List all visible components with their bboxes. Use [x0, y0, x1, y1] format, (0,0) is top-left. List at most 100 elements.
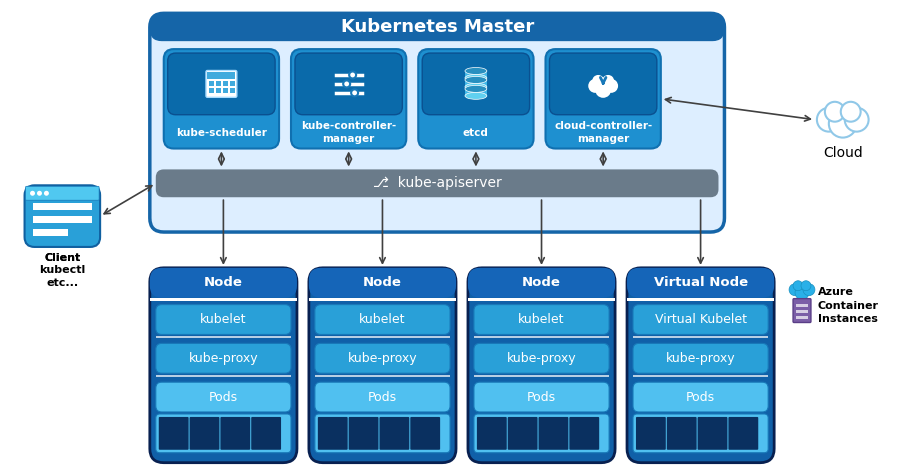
Circle shape [344, 80, 350, 88]
FancyBboxPatch shape [349, 417, 379, 450]
FancyBboxPatch shape [190, 417, 219, 450]
FancyBboxPatch shape [793, 298, 811, 323]
Ellipse shape [465, 77, 487, 83]
Circle shape [817, 108, 841, 132]
FancyBboxPatch shape [667, 417, 696, 450]
Bar [796, 304, 808, 307]
Bar [627, 298, 775, 301]
Ellipse shape [465, 74, 487, 81]
FancyBboxPatch shape [545, 49, 661, 149]
FancyBboxPatch shape [291, 49, 406, 149]
Bar [465, 71, 487, 78]
Text: cloud-controller-
manager: cloud-controller- manager [554, 121, 652, 144]
Text: Client: Client [44, 253, 80, 263]
FancyBboxPatch shape [474, 343, 609, 373]
Text: Virtual Kubelet: Virtual Kubelet [655, 313, 747, 326]
Bar [209, 81, 215, 86]
FancyBboxPatch shape [477, 417, 507, 450]
FancyBboxPatch shape [539, 417, 568, 450]
Circle shape [803, 284, 815, 296]
FancyBboxPatch shape [422, 53, 530, 115]
Text: kube-scheduler: kube-scheduler [176, 128, 267, 138]
Circle shape [841, 102, 860, 122]
Bar [224, 81, 228, 86]
FancyBboxPatch shape [150, 268, 297, 298]
Bar [216, 88, 221, 93]
FancyBboxPatch shape [158, 417, 189, 450]
FancyBboxPatch shape [156, 343, 291, 373]
Bar [207, 72, 236, 79]
FancyBboxPatch shape [150, 13, 725, 232]
Circle shape [845, 108, 869, 132]
Circle shape [825, 102, 845, 122]
Circle shape [592, 75, 604, 87]
Bar [32, 216, 92, 223]
FancyBboxPatch shape [156, 414, 291, 453]
FancyBboxPatch shape [468, 268, 615, 298]
Text: kube-proxy: kube-proxy [347, 352, 417, 365]
Text: Pods: Pods [209, 391, 238, 404]
Text: Node: Node [522, 276, 561, 289]
Bar [633, 375, 768, 377]
FancyBboxPatch shape [474, 414, 609, 453]
Text: Cloud: Cloud [822, 146, 863, 159]
Text: ⎇  kube-apiserver: ⎇ kube-apiserver [373, 176, 502, 190]
FancyBboxPatch shape [220, 417, 251, 450]
Circle shape [789, 284, 801, 296]
FancyBboxPatch shape [251, 417, 281, 450]
FancyBboxPatch shape [25, 185, 100, 247]
Bar [465, 80, 487, 87]
Circle shape [37, 191, 42, 196]
FancyBboxPatch shape [315, 343, 450, 373]
Bar [32, 229, 68, 236]
FancyBboxPatch shape [633, 343, 768, 373]
FancyBboxPatch shape [627, 268, 775, 298]
FancyBboxPatch shape [474, 382, 609, 412]
FancyBboxPatch shape [633, 414, 768, 453]
FancyBboxPatch shape [206, 70, 237, 97]
Text: kube-controller-
manager: kube-controller- manager [301, 121, 396, 144]
Bar [224, 88, 228, 93]
Text: kube-proxy: kube-proxy [666, 352, 735, 365]
FancyBboxPatch shape [410, 417, 440, 450]
FancyBboxPatch shape [418, 49, 533, 149]
FancyBboxPatch shape [633, 305, 768, 335]
Text: kubelet: kubelet [359, 313, 406, 326]
Ellipse shape [465, 85, 487, 92]
Bar [468, 298, 615, 301]
Bar [465, 89, 487, 96]
Text: kubelet: kubelet [200, 313, 247, 326]
FancyBboxPatch shape [468, 268, 615, 463]
FancyBboxPatch shape [315, 414, 450, 453]
FancyBboxPatch shape [697, 417, 728, 450]
FancyBboxPatch shape [569, 417, 600, 450]
Circle shape [602, 75, 614, 87]
Circle shape [793, 281, 803, 291]
FancyBboxPatch shape [379, 417, 409, 450]
FancyBboxPatch shape [295, 53, 402, 115]
Bar [315, 337, 450, 338]
FancyBboxPatch shape [156, 305, 291, 335]
FancyBboxPatch shape [636, 417, 666, 450]
Text: etcd: etcd [463, 128, 489, 138]
Circle shape [801, 281, 811, 291]
Circle shape [595, 82, 612, 98]
Circle shape [795, 286, 809, 299]
Text: Node: Node [204, 276, 243, 289]
FancyBboxPatch shape [474, 305, 609, 335]
FancyBboxPatch shape [156, 169, 718, 197]
Text: Client
kubectl
etc...: Client kubectl etc... [40, 253, 86, 288]
Bar [796, 309, 808, 313]
Bar [315, 375, 450, 377]
FancyBboxPatch shape [164, 49, 279, 149]
Circle shape [829, 110, 857, 138]
Bar [230, 81, 236, 86]
Circle shape [30, 191, 35, 196]
Bar [633, 337, 768, 338]
FancyBboxPatch shape [150, 268, 297, 463]
FancyBboxPatch shape [550, 53, 657, 115]
FancyBboxPatch shape [150, 13, 725, 41]
Text: kube-proxy: kube-proxy [507, 352, 577, 365]
Circle shape [351, 89, 358, 96]
Bar [156, 337, 291, 338]
